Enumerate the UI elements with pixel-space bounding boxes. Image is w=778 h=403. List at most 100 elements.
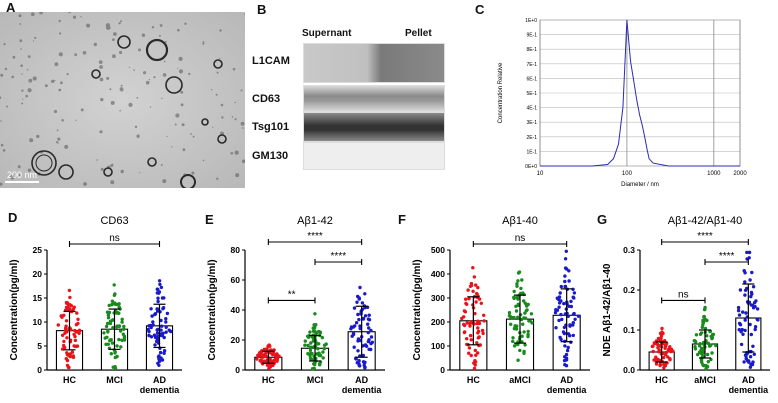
data-point <box>108 320 113 324</box>
data-point <box>563 344 567 348</box>
data-point <box>74 323 79 327</box>
data-point <box>482 313 486 317</box>
data-point <box>122 327 126 331</box>
data-point <box>156 296 160 300</box>
wb-label-cd63: CD63 <box>252 93 281 105</box>
y-axis-label: Concentration Relative <box>498 62 504 123</box>
data-point <box>360 301 365 305</box>
data-point <box>743 280 747 284</box>
y-tick-label: 25 <box>33 245 43 255</box>
data-point <box>317 362 322 366</box>
data-point <box>358 285 362 290</box>
data-point <box>159 324 164 328</box>
significance-label: **** <box>331 251 347 262</box>
y-tick-label: 0 <box>37 365 42 375</box>
wb-band-gm130 <box>303 142 445 170</box>
category-label: dementia <box>547 385 588 395</box>
data-point <box>64 324 68 328</box>
data-point <box>116 311 120 315</box>
data-point <box>738 288 743 292</box>
data-point <box>65 363 70 368</box>
data-point <box>262 347 267 351</box>
data-point <box>358 324 362 328</box>
y-tick-label: 20 <box>231 335 241 345</box>
significance-label: **** <box>307 231 323 242</box>
data-point <box>563 257 568 261</box>
data-point <box>476 351 480 355</box>
data-point <box>120 338 124 342</box>
wb-band-tsg101 <box>303 112 445 142</box>
data-point <box>367 313 371 317</box>
data-point <box>159 285 164 290</box>
data-point <box>76 317 80 321</box>
y-tick-label: 0 <box>440 365 445 375</box>
data-point <box>473 348 477 353</box>
data-point <box>698 342 702 346</box>
data-point <box>553 310 558 315</box>
data-point <box>522 330 526 334</box>
data-point <box>512 344 517 348</box>
data-point <box>516 279 520 283</box>
data-point <box>476 329 481 334</box>
data-point <box>562 301 566 306</box>
data-point <box>469 281 474 286</box>
data-point <box>75 344 80 348</box>
data-point <box>658 363 663 367</box>
data-point <box>563 284 567 289</box>
wb-label-tsg101: Tsg101 <box>252 121 290 133</box>
data-point <box>515 324 519 328</box>
data-point <box>115 344 119 348</box>
data-point <box>521 322 525 326</box>
data-point <box>72 344 76 348</box>
data-point <box>477 321 482 326</box>
data-point <box>364 344 369 348</box>
y-tick-label: 80 <box>231 245 241 255</box>
y-tick-label: 0.3 <box>623 245 635 255</box>
data-point <box>477 297 482 301</box>
data-point <box>751 344 755 348</box>
data-point <box>702 315 706 319</box>
data-point <box>68 295 72 300</box>
y-tick-label: 5E-1 <box>526 91 537 97</box>
data-point <box>468 333 473 338</box>
data-point <box>366 339 371 344</box>
data-point <box>265 363 270 367</box>
data-point <box>650 344 655 349</box>
data-point <box>161 307 165 311</box>
data-point <box>349 327 353 331</box>
data-point <box>522 316 526 320</box>
data-point <box>308 348 313 353</box>
data-point <box>105 321 110 326</box>
data-point <box>706 360 710 364</box>
data-point <box>559 312 563 317</box>
category-label: HC <box>63 375 76 385</box>
data-point <box>572 311 576 316</box>
data-point <box>162 349 167 353</box>
data-point <box>662 366 666 370</box>
data-point <box>656 342 660 347</box>
y-tick-label: 4E-1 <box>526 106 537 112</box>
wb-band-l1cam <box>303 43 445 83</box>
data-point <box>748 365 753 369</box>
data-point <box>742 360 746 364</box>
y-tick-label: 400 <box>431 269 445 279</box>
data-point <box>471 289 475 293</box>
data-point <box>663 344 668 348</box>
data-point <box>692 339 697 343</box>
y-axis-label: Concentration(pg/ml) <box>412 259 423 360</box>
category-label: MCI <box>307 375 324 385</box>
data-point <box>476 285 480 290</box>
data-point <box>106 313 111 317</box>
data-point <box>737 313 742 317</box>
y-tick-label: 0 <box>235 365 240 375</box>
data-point <box>571 333 575 338</box>
em-micrograph: 200 nm <box>0 12 245 188</box>
data-point <box>369 328 373 333</box>
data-point <box>151 323 155 327</box>
data-point <box>745 250 749 255</box>
data-point <box>369 335 374 339</box>
data-point <box>464 301 468 306</box>
data-point <box>120 320 124 324</box>
data-point <box>366 330 370 335</box>
panel-label-c: C <box>475 2 485 17</box>
